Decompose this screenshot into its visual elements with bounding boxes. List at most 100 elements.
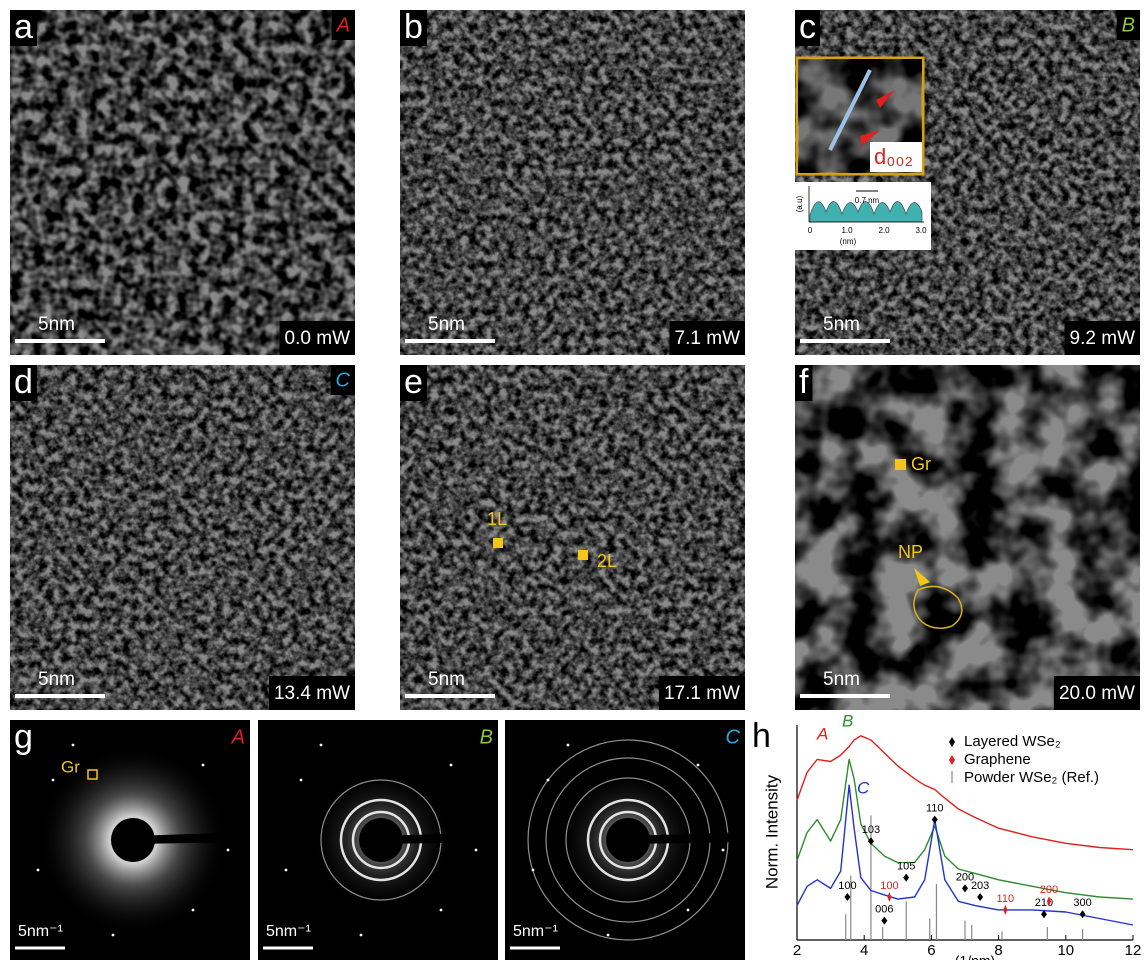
x-tick-label: 4 [860,942,868,959]
peak-label: 110 [997,893,1015,905]
peak-label: 100 [838,880,856,892]
panel-letter: b [404,8,423,46]
sample-tag: C [726,726,741,748]
scale-label: 5nm [823,314,860,335]
profile-x-tick: 1.0 [841,226,853,235]
peak-label: 006 [875,904,893,916]
site-marker [578,550,588,560]
layered-marker [977,893,983,901]
legend-marker [949,755,955,765]
panel-letter: f [799,363,809,401]
layered-marker [903,874,909,882]
diffraction-spot [722,849,725,852]
power-label: 13.4 mW [274,683,350,704]
diffraction-spot [360,934,363,937]
profile-x-tick: 2.0 [878,226,890,235]
diffraction-spot [547,779,550,782]
x-tick-label: 8 [994,942,1002,959]
diffraction-spot [567,744,570,747]
x-tick-label: 12 [1125,942,1142,959]
scale-label: 5nm [428,314,465,335]
spacing-label: 0.7 nm [855,196,880,205]
site-label: 1L [487,509,507,529]
y-axis-label: Norm. Intensity [762,774,781,889]
d-label: d₀₀₂ [874,144,913,169]
site-marker [493,538,503,548]
x-tick-label: 6 [927,942,935,959]
x-tick-label: 10 [1057,942,1074,959]
diffraction-spot [112,934,115,937]
diffraction-spot [532,869,535,872]
tem-image [10,10,355,355]
sample-tag: A [231,726,245,748]
series-label: C [857,778,870,797]
legend-marker [949,737,955,747]
profile-x-tick: 3.0 [915,226,927,235]
site-label: 2L [597,551,617,571]
power-label: 9.2 mW [1070,328,1136,349]
legend-label: Powder WSe₂ (Ref.) [964,769,1099,786]
diffraction-spot [300,779,303,782]
diffraction-spot [440,909,443,912]
power-label: 20.0 mW [1059,683,1135,704]
site-label: Gr [911,454,931,474]
layered-marker [1080,910,1086,918]
diffraction-spot [227,849,230,852]
panel-letter: g [14,718,33,756]
diffraction-spot [52,779,55,782]
panel-letter: d [14,363,33,401]
diffraction-spot [37,869,40,872]
peak-label: 103 [862,824,880,836]
profile-x-label: (nm) [840,237,857,246]
tem-image [400,10,745,355]
series-label: A [816,724,828,743]
scale-label: 5nm⁻¹ [266,923,311,940]
peak-label: 110 [926,803,944,815]
sample-tag: B [480,726,493,748]
sample-tag: C [336,369,351,391]
site-label: NP [898,542,923,562]
panel-letter: a [14,8,33,46]
sample-tag: B [1122,14,1135,36]
scale-label: 5nm [823,669,860,690]
layered-marker [881,917,887,925]
power-label: 7.1 mW [675,328,741,349]
panel-letter: e [404,363,423,401]
tem-image [400,365,745,710]
peak-label: 100 [880,880,898,892]
diffraction-spot [475,849,478,852]
power-label: 0.0 mW [285,328,351,349]
site-marker [895,459,906,470]
profile-y-label: (a.u) [795,195,804,212]
profile-x-tick: 0 [808,226,813,235]
diffraction-spot [687,909,690,912]
peak-label: 105 [897,861,915,873]
legend-label: Graphene [964,751,1031,768]
scale-label: 5nm [38,669,75,690]
legend-label: Layered WSe₂ [964,733,1061,750]
tem-image [10,365,355,710]
peak-label: 210 [1035,897,1053,909]
power-label: 17.1 mW [664,683,740,704]
layered-marker [844,893,850,901]
scale-label: 5nm⁻¹ [18,923,63,940]
x-tick-label: 2 [793,942,801,959]
scale-label: 5nm [428,669,465,690]
tem-image [795,365,1140,710]
panel-letter: c [799,8,816,46]
sample-tag: A [336,14,350,36]
diffraction-spot [320,744,323,747]
diffraction-spot [450,764,453,767]
layered-marker [962,884,968,892]
diffraction-spot [697,764,700,767]
peak-label: 300 [1073,897,1091,909]
scale-label: 5nm⁻¹ [513,923,558,940]
diffraction-spot [285,869,288,872]
gr-label: Gr [61,757,80,776]
layered-marker [932,816,938,824]
peak-label: 200 [1040,884,1058,896]
peak-label: 203 [971,880,989,892]
x-axis-label: (1/nm) [955,953,995,960]
diffraction-spot [192,909,195,912]
diffraction-spot [202,764,205,767]
